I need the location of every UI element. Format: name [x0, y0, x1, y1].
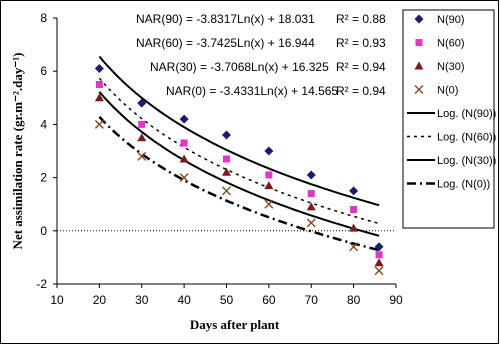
y-tick-label: 2: [40, 171, 47, 185]
data-point: [180, 139, 188, 147]
legend-label: N(90): [437, 14, 465, 26]
data-point: [306, 170, 316, 180]
data-point: [179, 173, 189, 183]
data-point: [374, 242, 384, 252]
data-point: [350, 206, 358, 214]
data-point: [179, 114, 189, 124]
data-point: [264, 181, 274, 190]
series-2: [94, 93, 384, 267]
x-tick-label: 20: [93, 293, 107, 307]
x-tick-label: 30: [135, 293, 149, 307]
x-tick-label: 70: [305, 293, 319, 307]
data-point: [264, 146, 274, 156]
trendline-3: [98, 116, 380, 252]
data-point: [265, 171, 273, 179]
legend-label: Log. (N(60)): [437, 132, 496, 144]
data-point: [374, 266, 384, 276]
x-tick-label: 90: [389, 293, 403, 307]
data-point: [222, 186, 231, 196]
legend: N(90) N(60) N(30) N(0) Log. (N(90)) Log. (N(6…: [402, 9, 496, 229]
data-point: [375, 251, 383, 259]
r-squared-label: R² = 0.94: [336, 60, 386, 74]
legend-label: Log. (N(0)): [437, 179, 490, 191]
y-tick-label: -2: [36, 277, 47, 291]
data-point: [306, 218, 316, 228]
x-axis-label: Days after plant: [190, 317, 280, 332]
legend-label: N(60): [437, 38, 465, 50]
y-tick-label: 0: [40, 224, 47, 238]
legend-box: [402, 9, 495, 229]
y-tick-label: 6: [40, 64, 47, 78]
data-point: [374, 258, 384, 267]
data-point: [223, 155, 230, 163]
legend-label: Log. (N(90)): [437, 108, 496, 120]
data-point: [349, 186, 359, 196]
series-3: [94, 119, 384, 276]
data-point: [95, 81, 103, 88]
y-tick-label: 4: [40, 117, 47, 131]
data-point: [222, 130, 231, 140]
data-point: [349, 223, 359, 232]
equation-label: NAR(90) = -3.8317Ln(x) + 18.031: [136, 12, 315, 26]
data-point: [307, 190, 315, 198]
y-tick-label: 8: [40, 11, 47, 25]
data-point: [94, 119, 104, 129]
data-point: [137, 151, 147, 161]
equation-label: NAR(0) = -3.4331Ln(x) + 14.565: [166, 84, 338, 98]
x-tick-label: 80: [347, 293, 361, 307]
trendline-1: [98, 77, 380, 225]
legend-label: N(30): [437, 61, 465, 73]
r-squared-label: R² = 0.93: [336, 36, 386, 50]
x-tick-label: 60: [262, 293, 276, 307]
data-point: [264, 199, 274, 209]
equation-label: NAR(30) = -3.7068Ln(x) + 16.325: [150, 60, 329, 74]
data-point: [179, 154, 189, 163]
legend-marker: [415, 39, 423, 46]
legend-marker: [414, 61, 424, 70]
series-0: [94, 64, 384, 252]
data-point: [94, 93, 104, 102]
r-squared-label: R² = 0.88: [336, 12, 386, 26]
trendline-2: [98, 91, 380, 237]
data-point: [137, 98, 147, 108]
x-tick-label: 10: [50, 293, 64, 307]
legend-marker: [414, 14, 424, 24]
trendline-0: [98, 55, 380, 207]
data-point: [349, 242, 359, 252]
y-axis-label: Net assimilation rate (gr.m⁻².day⁻¹): [10, 53, 25, 250]
series-1: [95, 81, 383, 259]
data-point: [138, 120, 146, 128]
data-point: [137, 133, 147, 142]
legend-label: N(0): [437, 85, 458, 97]
x-tick-label: 40: [177, 293, 191, 307]
legend-label: Log. (N(30)): [437, 155, 496, 167]
r-squared-label: R² = 0.94: [336, 84, 386, 98]
equation-label: NAR(60) = -3.7425Ln(x) + 16.944: [136, 36, 315, 50]
data-point: [94, 64, 104, 74]
legend-marker: [414, 85, 424, 94]
x-tick-label: 50: [220, 293, 234, 307]
data-point: [306, 202, 316, 211]
data-point: [222, 167, 231, 176]
